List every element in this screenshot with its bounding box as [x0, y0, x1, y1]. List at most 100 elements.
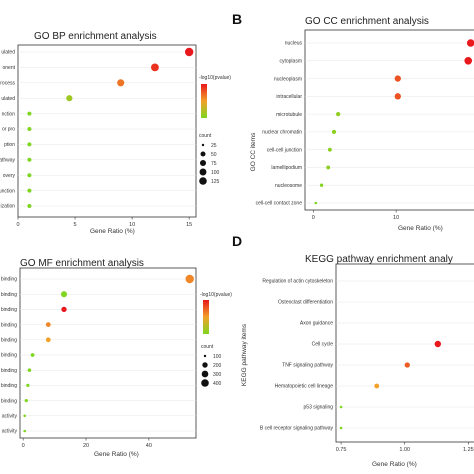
plot-frame [304, 29, 474, 211]
legend-size-label: 50 [211, 152, 217, 158]
category-label: TNF signaling pathway [282, 363, 333, 369]
category-label: binding [1, 338, 17, 344]
data-point [66, 95, 73, 102]
data-point [27, 368, 32, 372]
legend-size-label: 125 [211, 179, 220, 185]
x-tick-label: 0.75 [336, 447, 347, 453]
data-point [61, 306, 67, 313]
panel-letter: D [232, 233, 242, 249]
plot-frame [19, 267, 197, 439]
legend-size-label: 100 [213, 354, 222, 360]
legend-size-label: 400 [213, 381, 222, 387]
data-point [117, 79, 125, 87]
legend-size-marker [201, 143, 205, 147]
data-point [327, 147, 332, 152]
category-label: activity [2, 414, 18, 420]
category-label: nucleoplasm [274, 76, 302, 82]
data-point [27, 111, 32, 116]
x-tick-label: 20 [83, 443, 89, 449]
legend-size-marker [201, 370, 209, 378]
legend: -log10(pvalue) count 100 200 300 400 [200, 292, 232, 387]
category-label: nucleosome [275, 183, 302, 189]
panel-go-cc: B GO CC enrichment analysis GO CC items … [232, 11, 474, 232]
category-label: or pro [2, 127, 15, 133]
category-label: athway [0, 158, 15, 164]
data-point [151, 63, 159, 72]
category-label: cell-cell contact zone [256, 201, 303, 207]
data-point [374, 383, 380, 389]
category-label: ization [1, 204, 16, 210]
data-point [185, 274, 194, 284]
data-point [434, 340, 442, 348]
x-tick-label: 1.25 [463, 447, 474, 453]
category-label: lamellipodium [271, 165, 302, 171]
category-label: B cell receptor signaling pathway [260, 426, 334, 432]
category-label: Axon guidance [300, 321, 333, 327]
category-label: Cell cycle [312, 342, 334, 348]
data-point [339, 405, 343, 409]
data-point [26, 383, 30, 388]
legend-color-title: -log10(pvalue) [199, 75, 231, 81]
data-point [326, 165, 331, 170]
legend-size-title: count [201, 344, 214, 350]
y-axis-label: KEGG pathway items [241, 323, 248, 386]
data-point [24, 398, 28, 403]
x-axis-label: Gene Ratio (%) [94, 451, 139, 458]
panel-go-bp: GO BP enrichment analysis ulated onent roc… [0, 31, 231, 235]
legend-size-marker [199, 177, 207, 185]
category-label: ulated [1, 96, 15, 102]
data-point [184, 47, 194, 57]
category-label: ption [4, 142, 15, 148]
data-point [27, 204, 32, 208]
panel-title: GO MF enrichment analysis [20, 258, 144, 269]
legend-size-label: 200 [213, 363, 222, 369]
panel-letter: B [232, 11, 242, 27]
legend: -log10(pvalue) count 25 50 75 100 125 [199, 75, 231, 185]
x-tick-label: 10 [393, 215, 399, 221]
data-point [30, 353, 35, 357]
legend-size-marker [200, 151, 206, 157]
data-point [27, 127, 32, 131]
color-bar [201, 84, 207, 118]
legend-size-marker [201, 379, 209, 387]
x-tick-label: 1.00 [399, 447, 410, 453]
data-point [319, 183, 324, 187]
plot-frame [335, 263, 474, 443]
legend-size-marker [202, 362, 208, 368]
category-label: cytoplasm [279, 58, 302, 64]
category-label: unction [0, 188, 15, 194]
category-label: binding [1, 398, 17, 404]
category-label: p53 signaling [304, 405, 334, 411]
category-label: onent [2, 65, 15, 71]
category-label: binding [1, 322, 17, 328]
category-label: activity [2, 429, 18, 435]
x-tick-label: 0 [312, 215, 315, 221]
category-label: Hematopoietic cell lineage [275, 384, 334, 390]
category-label: binding [1, 307, 17, 313]
data-point [331, 129, 337, 134]
data-point [404, 362, 410, 368]
category-label: Osteoclast differentiation [278, 300, 333, 306]
x-axis-label: Gene Ratio (%) [90, 228, 135, 235]
panel-go-mf: GO MF enrichment analysis binding binding… [1, 258, 232, 458]
y-axis-label: GO CC items [250, 132, 257, 171]
category-label: binding [1, 277, 17, 283]
category-label: nucleus [285, 41, 303, 47]
data-point [45, 322, 51, 327]
legend-size-label: 300 [213, 372, 222, 378]
data-point [314, 201, 318, 205]
panel-title: GO CC enrichment analysis [305, 16, 429, 27]
legend-size-label: 100 [211, 170, 220, 176]
x-tick-label: 0 [16, 222, 19, 228]
category-label: cell-cell junction [267, 147, 303, 153]
data-point [394, 93, 401, 100]
panel-title: KEGG pathway enrichment analy [305, 254, 453, 265]
data-point [464, 56, 473, 65]
category-label: binding [1, 368, 17, 374]
legend-size-title: count [199, 133, 212, 139]
category-label: overy [3, 173, 16, 179]
data-point [466, 39, 474, 47]
x-tick-label: 15 [186, 222, 192, 228]
panel-title: GO BP enrichment analysis [34, 31, 157, 42]
